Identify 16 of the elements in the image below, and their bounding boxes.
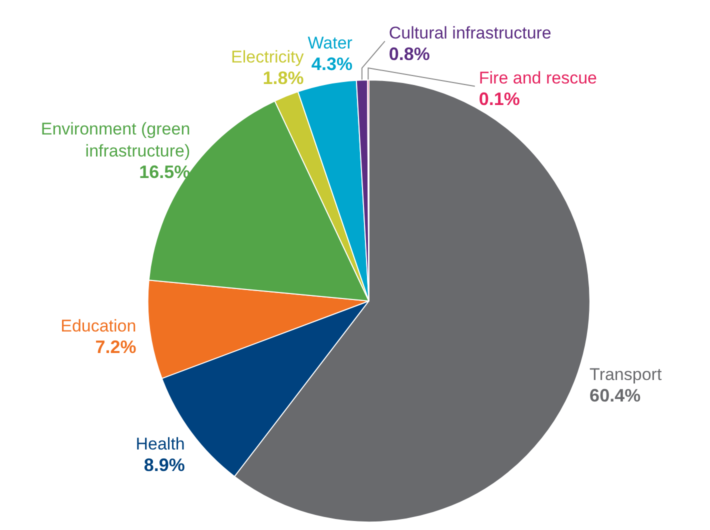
data-label: 7.2% — [95, 337, 136, 358]
data-label: 16.5% — [139, 162, 190, 182]
slice-label: Fire and rescue — [478, 68, 598, 88]
slice-label: Cultural infrastructure — [388, 23, 552, 42]
slice-label: Environment (green infrastructure) — [40, 120, 190, 161]
data-label: 0.8% — [388, 44, 430, 64]
data-label: 0.1% — [478, 88, 520, 109]
slice-label: Water — [308, 34, 353, 53]
slice-label: Health — [136, 434, 185, 454]
slice-label: Education — [60, 316, 136, 336]
slice-label: Transport — [590, 364, 662, 384]
data-label: 60.4% — [590, 385, 641, 406]
data-label: 1.8% — [262, 68, 304, 88]
slice-label: Electricity — [231, 47, 304, 66]
data-label: 4.3% — [311, 54, 352, 74]
data-label: 8.9% — [144, 455, 185, 476]
